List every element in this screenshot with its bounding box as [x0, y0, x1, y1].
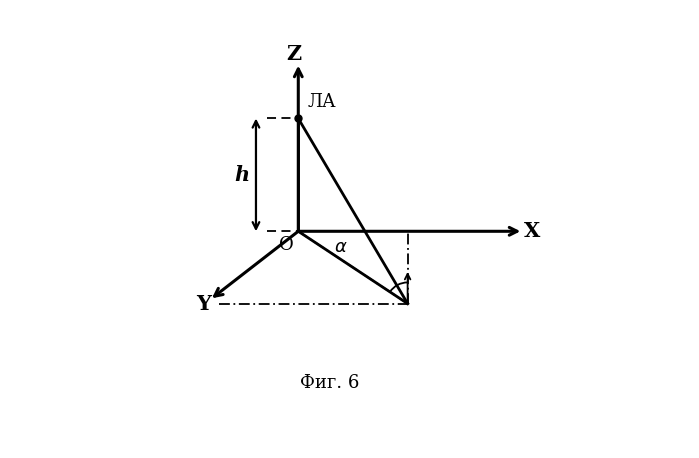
- Text: $\alpha$: $\alpha$: [333, 238, 347, 256]
- Text: ЛА: ЛА: [307, 93, 336, 111]
- Text: h: h: [234, 165, 250, 185]
- Text: Y: Y: [196, 294, 211, 314]
- Text: Z: Z: [287, 44, 301, 64]
- Text: Фиг. 6: Фиг. 6: [301, 374, 360, 392]
- Text: O: O: [280, 235, 294, 254]
- Text: X: X: [524, 221, 540, 241]
